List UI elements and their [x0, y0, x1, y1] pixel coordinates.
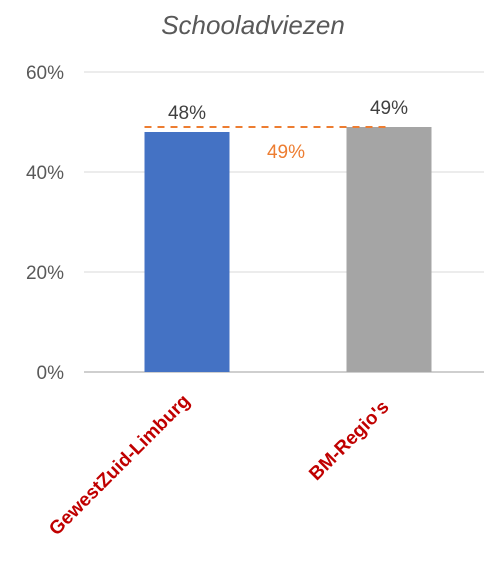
chart-title: Schooladviezen — [161, 10, 345, 40]
bar — [144, 132, 230, 372]
x-axis: GewestZuid-Limburg BM-Regio's — [45, 391, 393, 540]
y-tick-label: 40% — [26, 163, 64, 184]
reference-line-group: 49% — [144, 126, 392, 163]
bars — [144, 127, 432, 372]
bar — [346, 127, 432, 372]
x-tick-label: GewestZuid-Limburg — [45, 391, 194, 540]
y-tick-label: 0% — [37, 363, 65, 384]
data-label: 49% — [370, 98, 408, 119]
data-label: 48% — [168, 103, 206, 124]
y-tick-label: 20% — [26, 263, 64, 284]
data-labels: 48% 49% — [168, 98, 408, 124]
x-tick-label: BM-Regio's — [305, 397, 393, 485]
y-axis: 0% 20% 40% 60% — [26, 63, 64, 384]
y-tick-label: 60% — [26, 63, 64, 84]
reference-line-label: 49% — [267, 142, 305, 163]
